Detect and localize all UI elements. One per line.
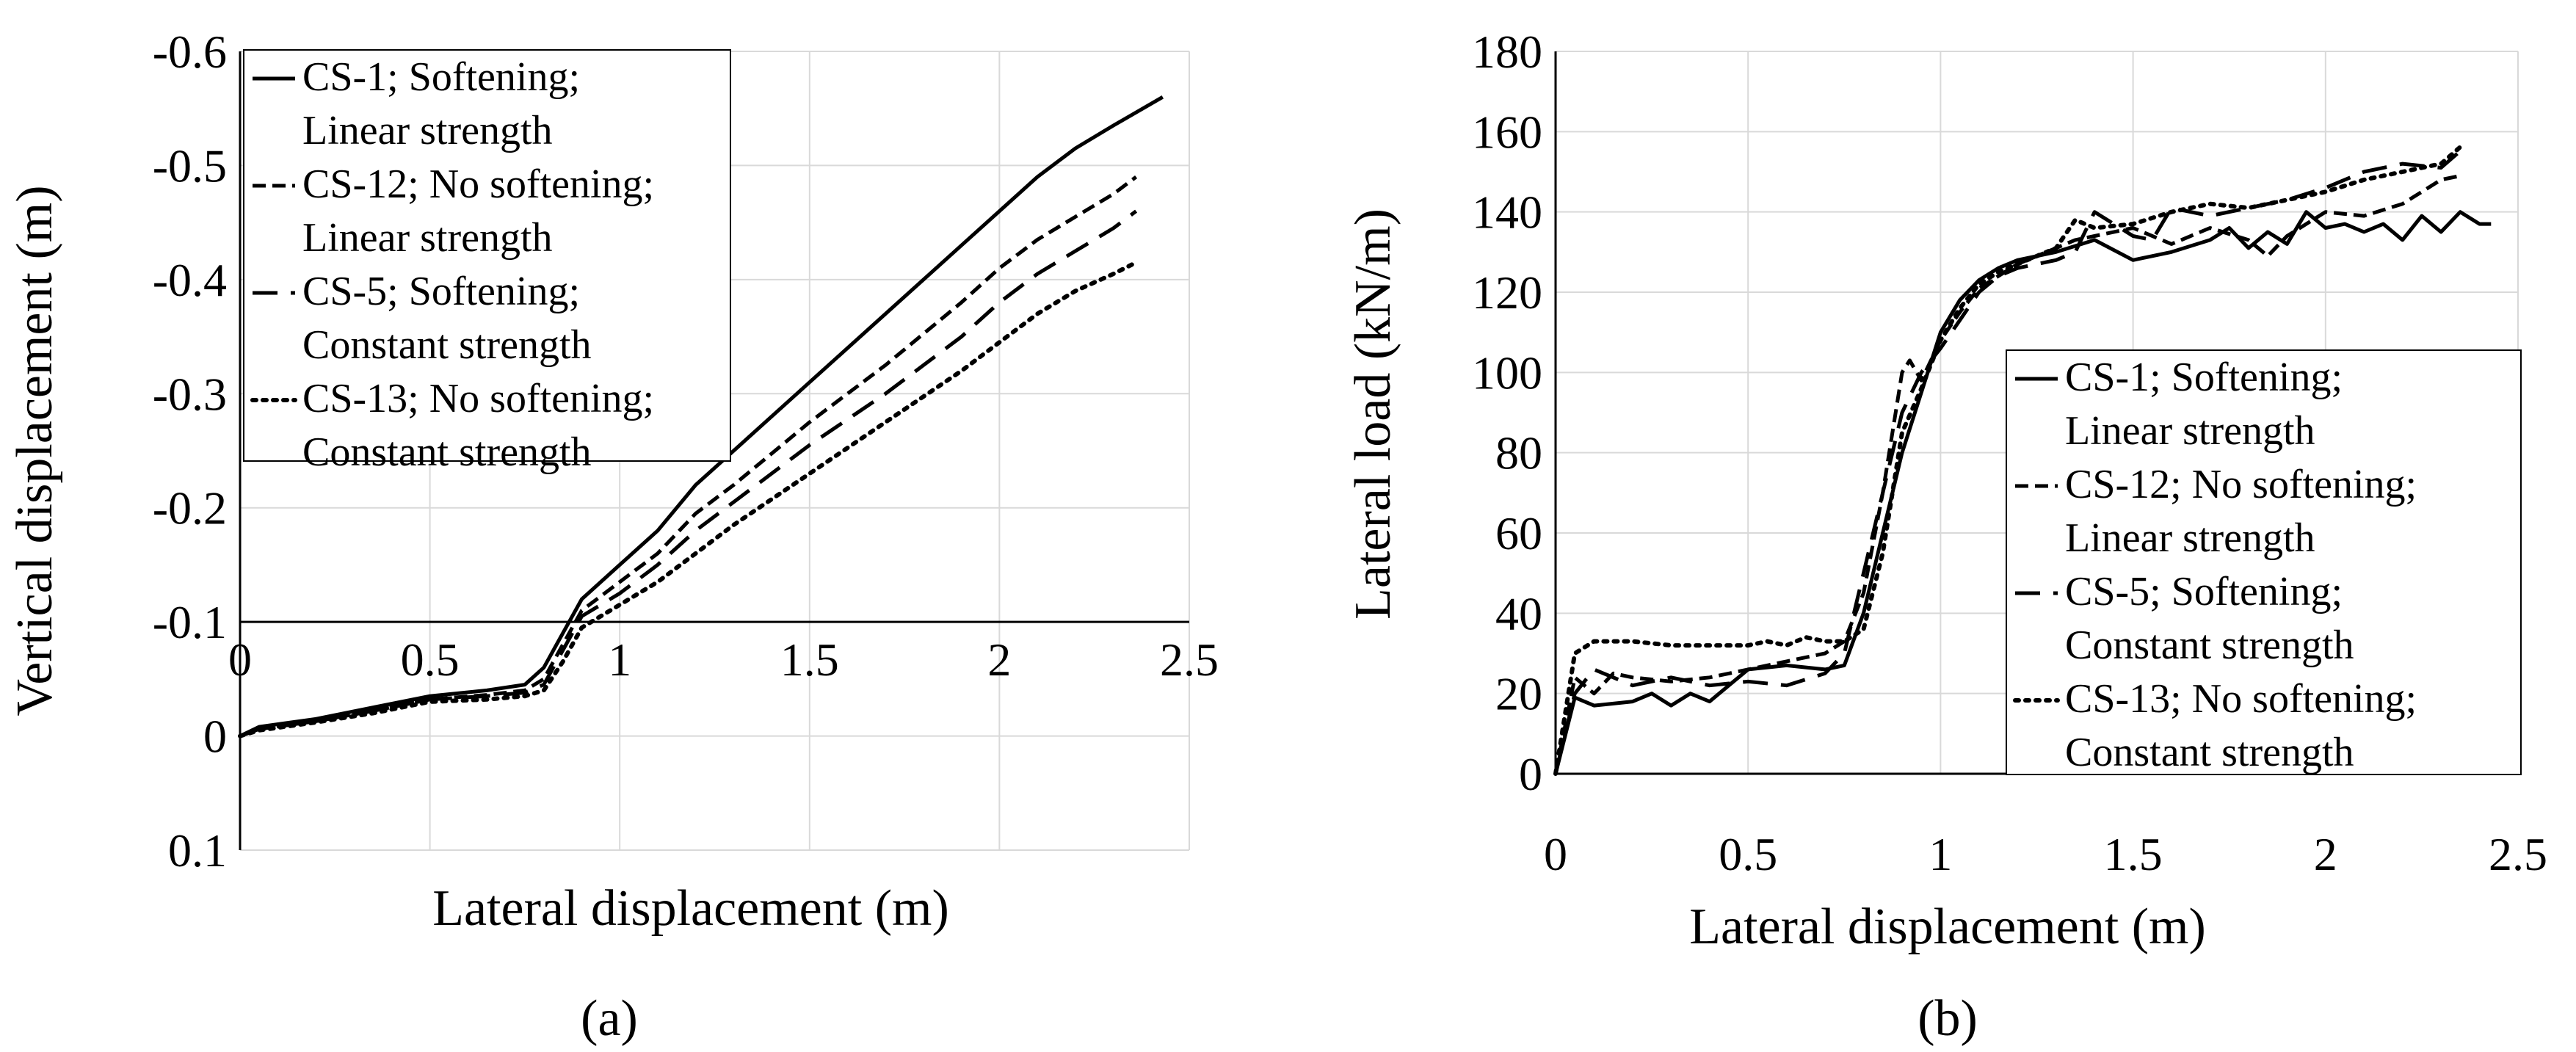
series-line [1553,174,2461,775]
legend-entry-label-line2: Constant strength [2065,623,2354,668]
y-tick-label: -0.4 [153,254,227,306]
x-tick-label: 0 [228,634,252,686]
panel-a-y-axis-title: Vertical displacement (m) [7,185,63,716]
legend-entry-label-line2: Linear strength [2065,515,2315,561]
y-tick-label: 80 [1495,427,1542,479]
y-tick-label: 40 [1495,587,1542,639]
y-tick-label: 0 [1519,748,1542,800]
series-line [1553,141,2467,776]
y-tick-label: 0 [203,711,227,763]
panel-b-lateral-load-chart: 0 20 40 60 80 100 120 140 160 180 0 0.5 1 1.5 2 2.5 Lat… [1345,26,2547,1047]
legend-entry-label-line2: Linear strength [2065,408,2315,454]
panel-b-x-axis-title: Lateral displacement (m) [1689,899,2206,955]
series-line [238,260,1139,739]
legend-entry-label: CS-1; Softening; [302,54,580,100]
y-tick-label: 100 [1472,347,1542,399]
panel-b-y-axis-title: Lateral load (kN/m) [1345,208,1401,620]
legend-entry-label-line2: Constant strength [302,322,592,368]
y-tick-label: 20 [1495,668,1542,720]
y-tick-label: -0.6 [153,26,227,78]
panel-a-vertical-displacement-chart: -0.6-0.5-0.4-0.3-0.2-0.100.10 0.5 1 1.5 2 2.5… [7,26,1219,1047]
panel-a-tick-labels: -0.6-0.5-0.4-0.3-0.2-0.100.10 0.5 1 1.5 2 2.5 [153,26,1219,877]
y-tick-label: -0.2 [153,482,227,534]
x-tick-label: 0.5 [401,634,460,686]
y-tick-label: 140 [1472,186,1542,239]
legend-entry-label: CS-12; No softening; [302,162,654,207]
x-tick-label: 0.5 [1719,828,1777,880]
x-tick-label: 1.5 [2104,828,2163,880]
legend-entry-label: CS-12; No softening; [2065,462,2417,507]
x-tick-label: 1 [608,634,631,686]
x-tick-label: 1.5 [780,634,839,686]
y-tick-label: -0.3 [153,368,227,420]
panel-b-series-lines [1553,141,2492,776]
legend-entry-label-line2: Constant strength [2065,730,2354,775]
panel-b-tick-labels: 0 20 40 60 80 100 120 140 160 180 0 0.5 1 1.5 2 2.5 [1472,26,2547,880]
panel-a-caption: (a) [581,990,638,1047]
y-tick-label: 160 [1472,106,1542,158]
series-line [1553,210,2492,775]
legend-box [243,49,731,462]
panel-b-legend: CS-1; Softening; Linear strength CS-12; No… [2006,349,2522,775]
x-tick-label: 2.5 [2489,828,2547,880]
x-tick-label: 0 [1544,828,1567,880]
panel-a-x-axis-title: Lateral displacement (m) [432,880,949,937]
y-tick-label: -0.1 [153,596,227,648]
series-line [239,209,1138,738]
legend-entry-label-line2: Linear strength [302,108,553,153]
legend-box [2006,349,2522,775]
legend-entry-label: CS-13; No softening; [302,376,654,421]
legend-entry-label-line2: Constant strength [302,429,592,475]
x-tick-label: 2 [2314,828,2337,880]
legend-entry-label: CS-13; No softening; [2065,676,2417,722]
panel-a-legend: CS-1; Softening; Linear strength CS-12; No… [243,49,731,475]
series-line [239,95,1164,738]
panel-a-series-lines [238,95,1164,739]
legend-entry-label: CS-5; Softening; [302,269,580,314]
y-tick-label: 0.1 [168,824,227,877]
legend-entry-label: CS-1; Softening; [2065,355,2343,400]
y-tick-label: 120 [1472,266,1542,319]
y-tick-label: -0.5 [153,139,227,192]
y-tick-label: 180 [1472,26,1542,78]
panel-a-axes [239,51,1189,850]
panel-b-caption: (b) [1918,990,1978,1047]
legend-entry-label-line2: Linear strength [302,215,553,261]
x-tick-label: 2 [987,634,1011,686]
y-tick-label: 60 [1495,507,1542,559]
legend-entry-label: CS-5; Softening; [2065,569,2343,614]
x-tick-label: 1 [1929,828,1952,880]
x-tick-label: 2.5 [1160,634,1219,686]
